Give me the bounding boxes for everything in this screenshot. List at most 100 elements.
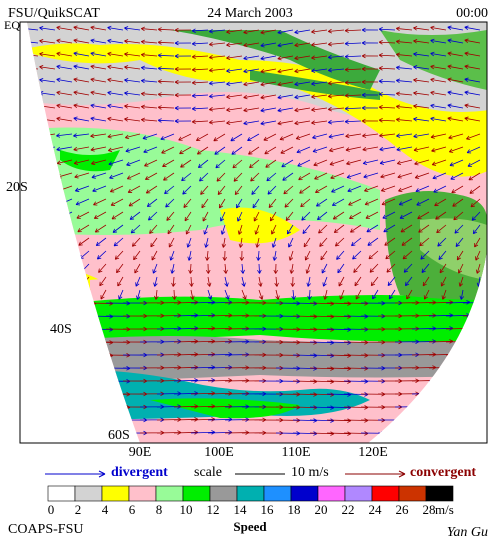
wind-arrow [76, 211, 90, 219]
wind-arrow [162, 159, 175, 168]
wind-arrow [303, 237, 311, 248]
wind-arrow [39, 38, 56, 44]
wind-arrow [329, 146, 345, 153]
wind-arrow [168, 237, 175, 248]
wind-arrow [286, 224, 294, 235]
wind-arrow [345, 133, 362, 139]
wind-arrow [201, 198, 209, 209]
wind-arrow [200, 185, 209, 195]
wind-arrow [479, 404, 487, 409]
wind-arrow [112, 224, 124, 233]
wind-arrow [226, 81, 243, 86]
wind-arrow [111, 211, 124, 220]
wind-arrow [428, 404, 454, 409]
wind-arrow [32, 276, 39, 287]
wind-arrow [344, 106, 362, 111]
wind-arrow [37, 353, 63, 358]
wind-arrow [291, 289, 296, 300]
wind-arrow [479, 339, 487, 344]
wind-arrow [73, 146, 90, 152]
wind-arrow [448, 146, 464, 153]
wind-arrow [312, 133, 328, 140]
wind-arrow [399, 211, 413, 219]
wind-arrow [78, 237, 90, 246]
wind-arrow [191, 93, 209, 98]
wind-arrow [105, 405, 131, 410]
wind-arrow [253, 211, 260, 222]
colorbar-tick-label: 22 [342, 502, 355, 517]
wind-arrow [191, 28, 209, 33]
wind-arrow [142, 133, 158, 140]
wind-arrow [136, 289, 141, 300]
wind-arrow [44, 237, 56, 246]
wind-arrow [260, 29, 277, 35]
wind-arrow [417, 211, 430, 220]
wind-arrow [311, 68, 328, 73]
wind-arrow [189, 276, 194, 287]
wind-arrow [322, 276, 328, 287]
wind-arrow [167, 224, 175, 235]
wind-arrow [183, 198, 192, 208]
wind-arrow [464, 64, 481, 70]
wind-arrow [332, 211, 345, 220]
wind-arrow [27, 65, 39, 70]
wind-arrow [140, 65, 158, 71]
wind-arrow [260, 81, 277, 87]
wind-arrow [369, 263, 379, 273]
wind-arrow [65, 289, 73, 300]
wind-arrow [195, 133, 209, 141]
wind-arrow [260, 107, 277, 113]
wind-arrow [362, 146, 379, 152]
wind-arrow [33, 289, 39, 300]
wind-arrow [344, 67, 362, 72]
wind-arrow [128, 198, 141, 207]
wind-arrow [88, 353, 114, 358]
wind-arrow [129, 211, 141, 220]
wind-arrow [107, 146, 124, 153]
wind-arrow [191, 119, 209, 124]
wind-arrow [315, 198, 328, 207]
wind-arrow [350, 224, 362, 233]
wind-arrow [140, 52, 158, 58]
wind-arrow [479, 430, 487, 435]
wind-arrow [420, 250, 430, 260]
wind-arrow [43, 224, 56, 233]
wind-arrow [157, 53, 175, 58]
wind-arrow [270, 224, 277, 235]
lon-label: 100E [204, 445, 234, 460]
wind-arrow [294, 68, 311, 74]
wind-arrow [402, 250, 413, 260]
wind-arrow [430, 77, 447, 83]
wind-arrow [27, 117, 39, 122]
wind-arrow [311, 55, 328, 60]
wind-arrow [150, 237, 158, 248]
wind-arrow [336, 250, 345, 260]
wind-arrow [294, 29, 311, 35]
wind-arrow [361, 79, 379, 85]
wind-arrow [181, 172, 192, 182]
wind-arrow [165, 198, 175, 208]
wind-arrow [422, 276, 430, 287]
wind-arrow [54, 418, 80, 423]
wind-arrow [467, 159, 481, 167]
wind-arrow [42, 211, 56, 219]
wind-arrow [209, 68, 226, 73]
wind-arrow [440, 276, 447, 287]
wind-arrow [362, 133, 379, 138]
wind-arrow [237, 211, 243, 222]
wind-arrow [280, 146, 294, 154]
wind-arrow [479, 365, 487, 370]
wind-arrow [421, 263, 430, 273]
wind-arrow [39, 51, 56, 57]
wind-arrow [365, 211, 379, 219]
wind-arrow [64, 276, 73, 287]
wind-arrow [281, 159, 294, 168]
wind-arrow [378, 27, 396, 32]
wind-arrow [453, 211, 464, 221]
wind-arrow [226, 68, 243, 73]
wind-arrow [234, 185, 243, 196]
wind-arrow [39, 159, 56, 166]
wind-arrow [140, 91, 158, 97]
wind-arrow [471, 211, 481, 221]
